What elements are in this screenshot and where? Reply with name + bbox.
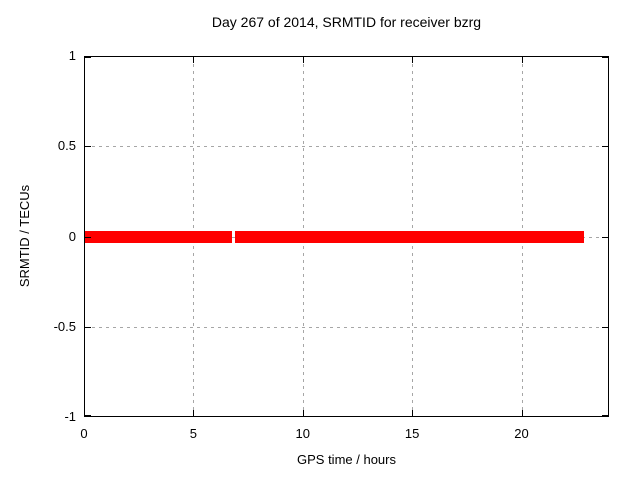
x-tick-bottom	[193, 410, 195, 416]
x-axis-label: GPS time / hours	[297, 452, 396, 467]
gridline-horizontal	[85, 146, 608, 148]
x-tick-label: 0	[80, 426, 88, 441]
y-tick-left	[85, 326, 91, 328]
y-tick-label: -1	[64, 409, 76, 424]
x-tick-label: 20	[514, 426, 529, 441]
gridline-horizontal	[85, 326, 608, 328]
x-tick-top	[412, 57, 414, 63]
data-band-segment	[234, 230, 584, 243]
x-tick-label: 10	[295, 426, 310, 441]
y-tick-left	[85, 57, 91, 58]
y-tick-label: -0.5	[53, 318, 76, 334]
plot-area	[84, 56, 609, 417]
y-tick-right	[602, 236, 608, 238]
y-tick-right	[602, 57, 608, 58]
x-tick-top	[521, 57, 523, 63]
data-band-segment	[85, 230, 233, 243]
x-tick-bottom	[412, 410, 414, 416]
x-tick-top	[302, 57, 304, 63]
x-tick-top	[84, 57, 85, 63]
y-tick-label: 0	[68, 228, 76, 244]
y-tick-left	[85, 415, 91, 416]
x-tick-label: 15	[404, 426, 420, 441]
y-tick-left	[85, 236, 91, 238]
y-tick-left	[85, 146, 91, 148]
x-tick-top	[193, 57, 195, 63]
x-tick-bottom	[84, 410, 85, 416]
x-tick-bottom	[302, 410, 304, 416]
y-tick-label: 1	[68, 48, 76, 63]
y-tick-right	[602, 326, 608, 328]
x-tick-bottom	[521, 410, 523, 416]
x-tick-label: 5	[189, 426, 197, 441]
y-tick-label: 0.5	[57, 138, 76, 154]
y-tick-right	[602, 415, 608, 416]
chart-title: Day 267 of 2014, SRMTID for receiver bzr…	[211, 14, 482, 30]
y-tick-right	[602, 146, 608, 148]
